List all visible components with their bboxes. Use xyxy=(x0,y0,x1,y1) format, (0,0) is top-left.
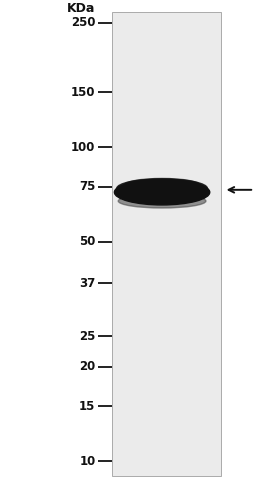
Text: 25: 25 xyxy=(79,330,95,343)
Text: 100: 100 xyxy=(71,141,95,154)
Text: 250: 250 xyxy=(71,16,95,29)
Ellipse shape xyxy=(118,194,206,208)
Text: 15: 15 xyxy=(79,400,95,412)
Text: 10: 10 xyxy=(79,455,95,468)
Ellipse shape xyxy=(124,179,200,192)
Text: 20: 20 xyxy=(79,360,95,373)
Text: 75: 75 xyxy=(79,180,95,193)
Text: 50: 50 xyxy=(79,236,95,248)
Text: 150: 150 xyxy=(71,86,95,99)
Text: KDa: KDa xyxy=(67,2,95,16)
FancyBboxPatch shape xyxy=(112,12,221,476)
Ellipse shape xyxy=(117,179,207,198)
Text: 37: 37 xyxy=(79,277,95,289)
Ellipse shape xyxy=(114,180,210,205)
